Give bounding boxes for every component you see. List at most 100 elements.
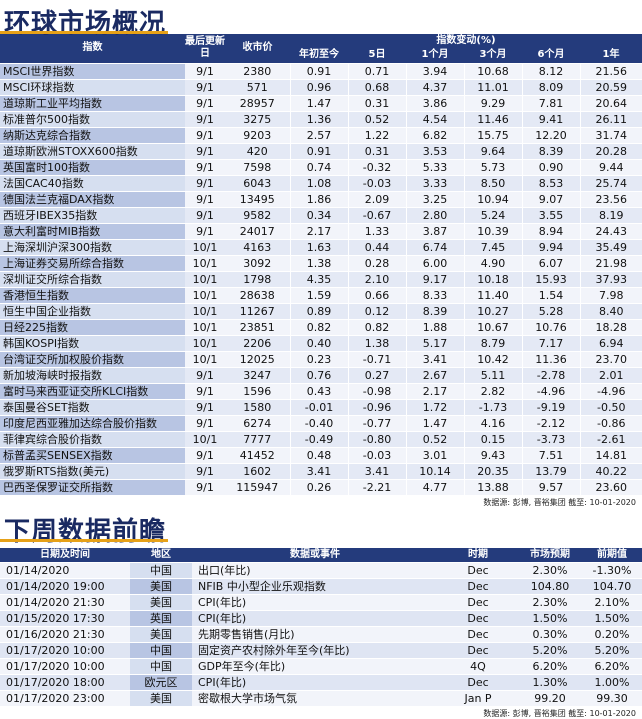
change-m1: 1.88 xyxy=(405,318,464,336)
change-m1: 2.17 xyxy=(405,382,464,400)
table-row: 恒生中国企业指数 10/1 11267 0.89 0.12 8.39 10.27 5.28 8.… xyxy=(0,302,642,320)
change-m3: 7.45 xyxy=(463,238,522,256)
close-price: 1596 xyxy=(225,382,290,400)
change-m6: -3.73 xyxy=(521,430,580,448)
change-ytd: 2.57 xyxy=(289,126,348,144)
header-1m: 1个月 xyxy=(406,48,464,64)
change-m1: 10.14 xyxy=(405,462,464,480)
change-m1: 3.01 xyxy=(405,446,464,464)
table-row: 01/15/2020 17:30 英国 CPI(年比) Dec 1.50% 1.50% xyxy=(0,610,642,627)
index-name: 菲律宾综合股价指数 xyxy=(0,430,185,448)
calendar-table-body: 01/14/2020 中国 出口(年比) Dec 2.30% -1.30% 01/14/20… xyxy=(0,562,642,707)
last-update: 10/1 xyxy=(185,270,225,288)
index-name: 德国法兰克福DAX指数 xyxy=(0,190,185,208)
index-name: 泰国曼谷SET指数 xyxy=(0,398,185,416)
change-m3: 10.68 xyxy=(463,62,522,80)
event-region: 中国 xyxy=(130,642,192,659)
event-period: Dec xyxy=(438,610,518,627)
change-m1: 5.17 xyxy=(405,334,464,352)
change-m3: 10.94 xyxy=(463,190,522,208)
change-m3: 10.42 xyxy=(463,350,522,368)
index-name: 法国CAC40指数 xyxy=(0,174,185,192)
change-m3: 5.11 xyxy=(463,366,522,384)
table-row: 印度尼西亚雅加达综合股价指数 9/1 6274 -0.40 -0.77 1.47 4.16-… xyxy=(0,414,642,432)
close-price: 9203 xyxy=(225,126,290,144)
close-price: 13495 xyxy=(225,190,290,208)
table-row: 台湾证交所加权股价指数 10/1 12025 0.23 -0.71 3.41 10.42 11… xyxy=(0,350,642,368)
event-forecast: 1.30% xyxy=(518,674,582,691)
change-ytd: 0.89 xyxy=(289,302,348,320)
event-region: 美国 xyxy=(130,594,192,611)
change-m1: 5.33 xyxy=(405,158,464,176)
change-m6: 9.57 xyxy=(521,478,580,495)
change-m3: 10.18 xyxy=(463,270,522,288)
change-m6: 3.55 xyxy=(521,206,580,224)
change-d5: 0.66 xyxy=(347,286,406,304)
last-update: 9/1 xyxy=(185,446,225,464)
index-name: 道琼斯工业平均指数 xyxy=(0,94,185,112)
close-price: 9582 xyxy=(225,206,290,224)
change-y1: 9.44 xyxy=(579,158,642,176)
close-price: 1798 xyxy=(225,270,290,288)
change-m3: -1.73 xyxy=(463,398,522,416)
event-region: 英国 xyxy=(130,610,192,627)
header-1y: 1年 xyxy=(580,48,642,64)
change-m1: 3.41 xyxy=(405,350,464,368)
index-name: 日经225指数 xyxy=(0,318,185,336)
event-name: CPI(年比) xyxy=(192,674,438,691)
change-d5: 2.10 xyxy=(347,270,406,288)
change-y1: 21.56 xyxy=(579,62,642,80)
change-d5: 2.09 xyxy=(347,190,406,208)
table-row: 上海证券交易所综合指数 10/1 3092 1.38 0.28 6.00 4.90 6.07 2… xyxy=(0,254,642,272)
event-datetime: 01/14/2020 19:00 xyxy=(0,578,130,595)
header-datetime: 日期及时间 xyxy=(0,547,130,563)
close-price: 3275 xyxy=(225,110,290,128)
table-row: 01/17/2020 10:00 中国 GDP年至今(年比) 4Q 6.20% 6.20% xyxy=(0,658,642,675)
last-update: 9/1 xyxy=(185,206,225,224)
event-datetime: 01/14/2020 xyxy=(0,562,130,579)
event-period: Dec xyxy=(438,626,518,643)
header-ytd: 年初至今 xyxy=(290,48,348,64)
event-datetime: 01/15/2020 17:30 xyxy=(0,610,130,627)
index-name: 印度尼西亚雅加达综合股价指数 xyxy=(0,414,185,432)
change-y1: 23.70 xyxy=(579,350,642,368)
event-period: Dec xyxy=(438,642,518,659)
close-price: 7598 xyxy=(225,158,290,176)
event-forecast: 99.20 xyxy=(518,690,582,707)
last-update: 9/1 xyxy=(185,126,225,144)
change-y1: 20.28 xyxy=(579,142,642,160)
change-d5: -0.96 xyxy=(347,398,406,416)
change-m3: 4.16 xyxy=(463,414,522,432)
change-m3: 11.01 xyxy=(463,78,522,96)
table-row: 01/14/2020 19:00 美国 NFIB 中小型企业乐观指数 Dec 104.8… xyxy=(0,578,642,595)
change-ytd: 0.23 xyxy=(289,350,348,368)
change-d5: 0.68 xyxy=(347,78,406,96)
change-ytd: -0.49 xyxy=(289,430,348,448)
change-m3: 8.79 xyxy=(463,334,522,352)
table-row: 上海深圳沪深300指数 10/1 4163 1.63 0.44 6.74 7.45 9.94 3… xyxy=(0,238,642,256)
change-d5: -0.98 xyxy=(347,382,406,400)
change-m1: 1.72 xyxy=(405,398,464,416)
event-name: 固定资产农村除外年至今(年比) xyxy=(192,642,438,659)
market-title: 环球市场概况 xyxy=(0,0,642,39)
change-y1: 26.11 xyxy=(579,110,642,128)
last-update: 10/1 xyxy=(185,318,225,336)
change-m3: 20.35 xyxy=(463,462,522,480)
change-y1: 40.22 xyxy=(579,462,642,480)
change-m6: 15.93 xyxy=(521,270,580,288)
change-m1: 3.25 xyxy=(405,190,464,208)
change-ytd: 0.34 xyxy=(289,206,348,224)
change-m1: 4.77 xyxy=(405,478,464,495)
change-m3: 10.39 xyxy=(463,222,522,240)
change-d5: -0.77 xyxy=(347,414,406,432)
event-name: CPI(年比) xyxy=(192,594,438,611)
header-change-group: 指数变动(%) xyxy=(290,34,642,48)
change-d5: 0.12 xyxy=(347,302,406,320)
change-y1: 23.60 xyxy=(579,478,642,495)
change-y1: 8.19 xyxy=(579,206,642,224)
close-price: 6043 xyxy=(225,174,290,192)
change-m6: 0.90 xyxy=(521,158,580,176)
event-previous: 104.70 xyxy=(582,578,642,595)
change-m6: 9.94 xyxy=(521,238,580,256)
change-ytd: 0.48 xyxy=(289,446,348,464)
